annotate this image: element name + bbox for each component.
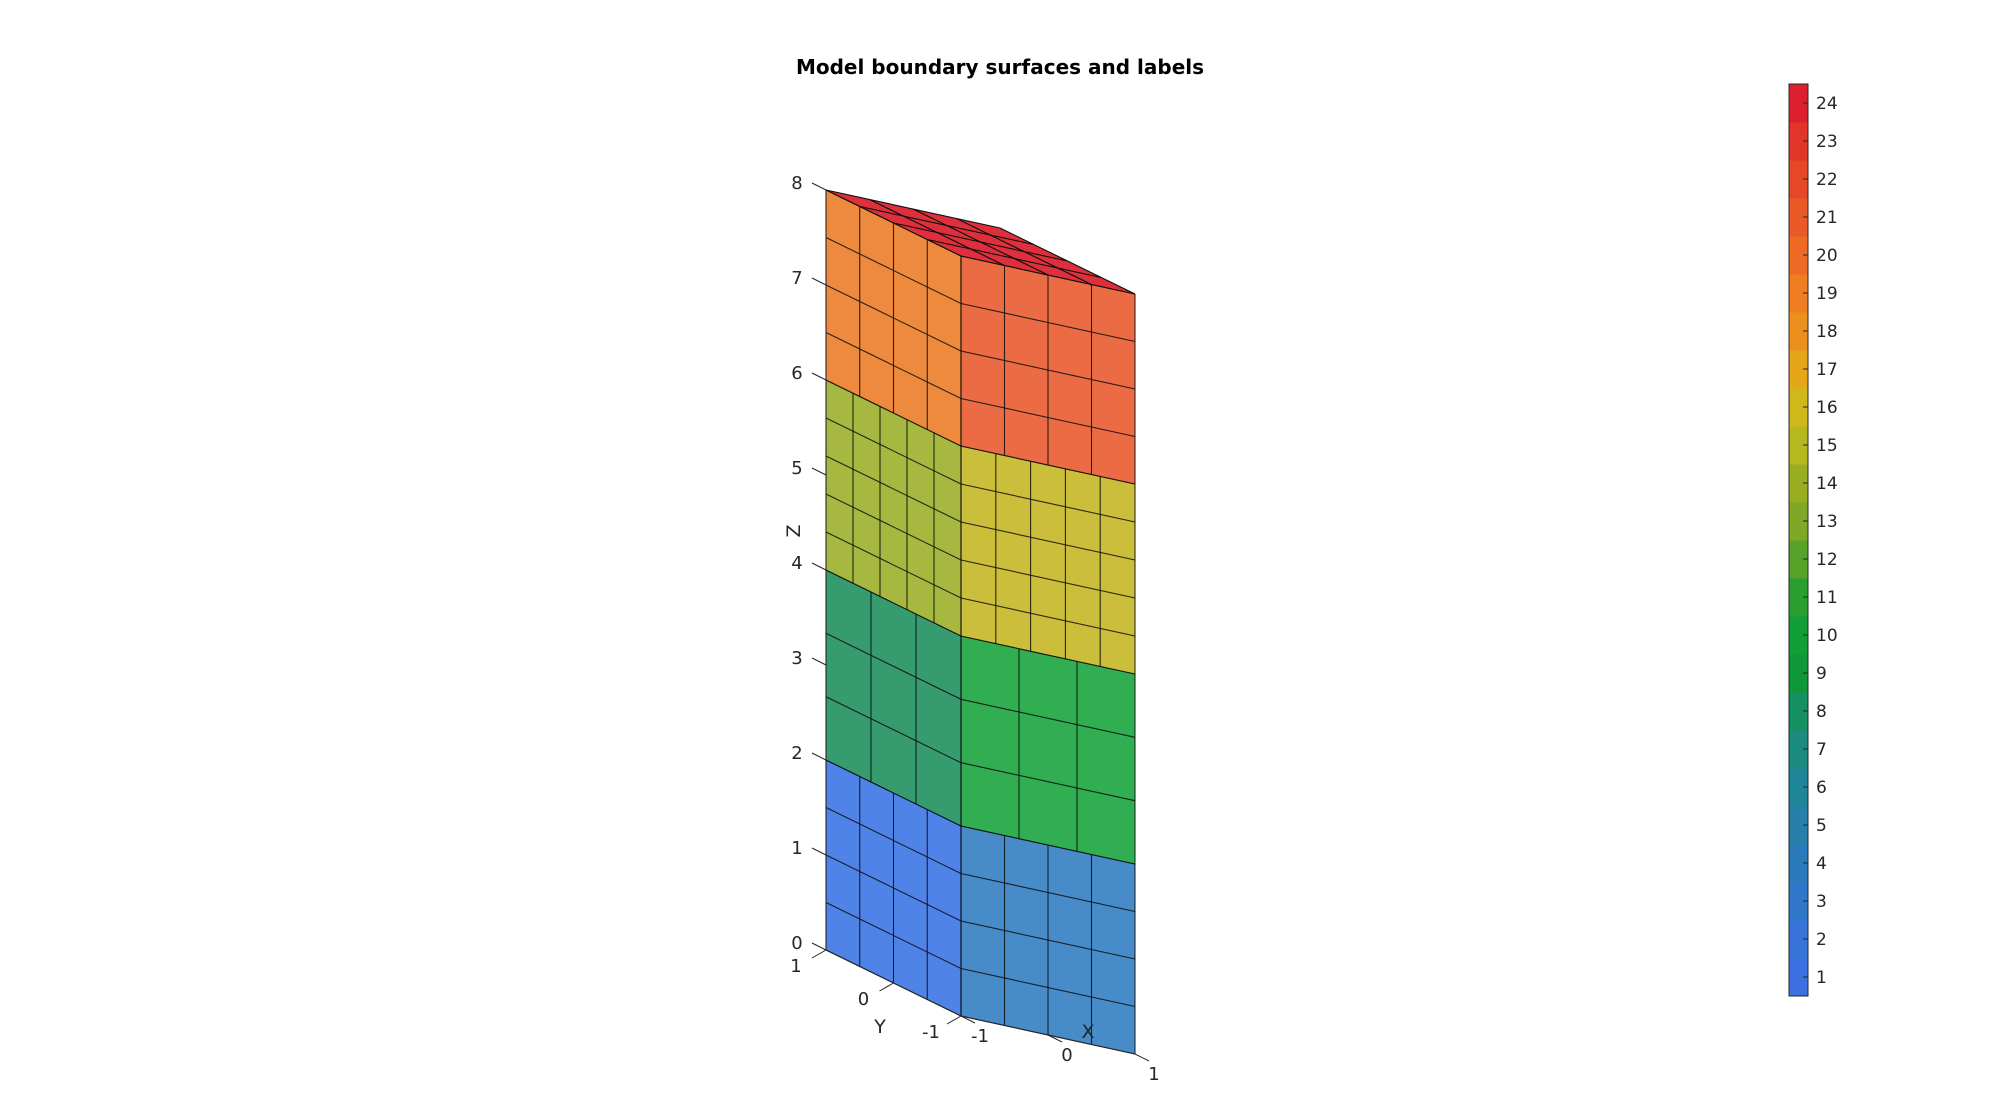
colorbar-tick-label: 12 <box>1816 550 1838 570</box>
colorbar-tick-label: 20 <box>1816 246 1838 266</box>
colorbar-tick-label: 19 <box>1816 284 1838 304</box>
colorbar-tick-label: 13 <box>1816 512 1838 532</box>
z-tick-label: 8 <box>791 173 802 194</box>
x-tick-mark <box>960 1015 976 1024</box>
colorbar-segment <box>1789 122 1808 161</box>
colorbar-tick-label: 5 <box>1816 816 1827 836</box>
block-3-mesh <box>825 379 1136 675</box>
block-3-right-face <box>961 446 1135 674</box>
colorbar-segment <box>1789 768 1808 807</box>
colorbar-tick-label: 17 <box>1816 360 1838 380</box>
top-face-mesh <box>825 189 1136 295</box>
colorbar-segment <box>1789 882 1808 921</box>
x-tick-label: -1 <box>971 1026 989 1047</box>
colorbar-tick-label: 23 <box>1816 132 1838 152</box>
colorbar-segment <box>1789 806 1808 845</box>
x-tick-label: 0 <box>1061 1045 1072 1066</box>
colorbar-tick-label: 7 <box>1816 740 1827 760</box>
x-tick-label: 1 <box>1148 1064 1159 1085</box>
z-tick-label: 4 <box>791 553 802 574</box>
y-axis-label: Y <box>873 1016 886 1038</box>
block-2-right-face <box>961 636 1135 864</box>
colorbar-tick-label: 9 <box>1816 664 1827 684</box>
colorbar-tick-label: 11 <box>1816 588 1838 608</box>
model-blocks <box>825 189 1136 1055</box>
y-tick-label: 1 <box>790 956 801 977</box>
y-tick-mark <box>879 982 894 992</box>
x-tick-mark <box>1047 1034 1063 1043</box>
colorbar-tick-label: 1 <box>1816 968 1827 988</box>
colorbar-tick-label: 8 <box>1816 702 1827 722</box>
z-tick-label: 2 <box>791 743 802 764</box>
colorbar-segment <box>1789 274 1808 313</box>
block-2-mesh <box>825 569 1136 865</box>
colorbar-tick-label: 3 <box>1816 892 1827 912</box>
z-tick-label: 7 <box>791 268 802 289</box>
z-tick-mark <box>811 467 827 476</box>
z-tick-mark <box>811 182 827 191</box>
y-tick-label: -1 <box>922 1022 940 1043</box>
colorbar-tick-label: 6 <box>1816 778 1827 798</box>
colorbar-segment <box>1789 388 1808 427</box>
z-tick-label: 0 <box>791 933 802 954</box>
colorbar-tick-label: 14 <box>1816 474 1838 494</box>
colorbar-segment <box>1789 692 1808 731</box>
z-tick-mark <box>811 752 827 761</box>
colorbar-segment <box>1789 84 1808 123</box>
z-tick-mark <box>811 942 827 951</box>
block-3-left-face <box>826 380 961 636</box>
colorbar-segment <box>1789 540 1808 579</box>
colorbar-tick-label: 2 <box>1816 930 1827 950</box>
colorbar-segment <box>1789 844 1808 883</box>
z-tick-mark <box>811 277 827 286</box>
colorbar-tick-label: 4 <box>1816 854 1827 874</box>
z-axis-label: Z <box>783 524 805 537</box>
colorbar-tick-label: 16 <box>1816 398 1838 418</box>
colorbar-segment <box>1789 958 1808 997</box>
colorbar-segment <box>1789 920 1808 959</box>
colorbar-tick-label: 24 <box>1816 94 1838 114</box>
colorbar-tick-label: 22 <box>1816 170 1838 190</box>
colorbar-tick-label: 18 <box>1816 322 1838 342</box>
colorbar-tick-label: 21 <box>1816 208 1838 228</box>
z-tick-mark <box>811 847 827 856</box>
chart-title: Model boundary surfaces and labels <box>796 55 1204 79</box>
colorbar-segment <box>1789 654 1808 693</box>
colorbar-segment <box>1789 578 1808 617</box>
z-tick-label: 5 <box>791 458 802 479</box>
colorbar-segment <box>1789 236 1808 275</box>
z-tick-label: 6 <box>791 363 802 384</box>
z-tick-mark <box>811 657 827 666</box>
z-tick-label: 3 <box>791 648 802 669</box>
colorbar-segment <box>1789 160 1808 199</box>
x-tick-mark <box>1134 1053 1150 1062</box>
colorbar-frame <box>1788 83 1809 997</box>
colorbar-segment <box>1789 502 1808 541</box>
colorbar-segment <box>1789 350 1808 389</box>
colorbar-segment <box>1789 616 1808 655</box>
colorbar-segment <box>1789 198 1808 237</box>
y-tick-mark <box>811 949 827 959</box>
colorbar-segment <box>1789 426 1808 465</box>
z-tick-mark <box>811 562 827 571</box>
colorbar-segment <box>1789 312 1808 351</box>
block-4-mesh <box>825 189 1136 485</box>
x-axis-label: X <box>1081 1021 1094 1043</box>
y-tick-label: 0 <box>858 989 869 1010</box>
block-2-left-face <box>826 570 961 826</box>
colorbar-tick-label: 10 <box>1816 626 1838 646</box>
colorbar-segment <box>1789 730 1808 769</box>
z-tick-mark <box>811 372 827 381</box>
y-tick-mark <box>946 1015 962 1025</box>
colorbar-tick-label: 15 <box>1816 436 1838 456</box>
z-tick-label: 1 <box>791 838 802 859</box>
colorbar-segment <box>1789 464 1808 503</box>
